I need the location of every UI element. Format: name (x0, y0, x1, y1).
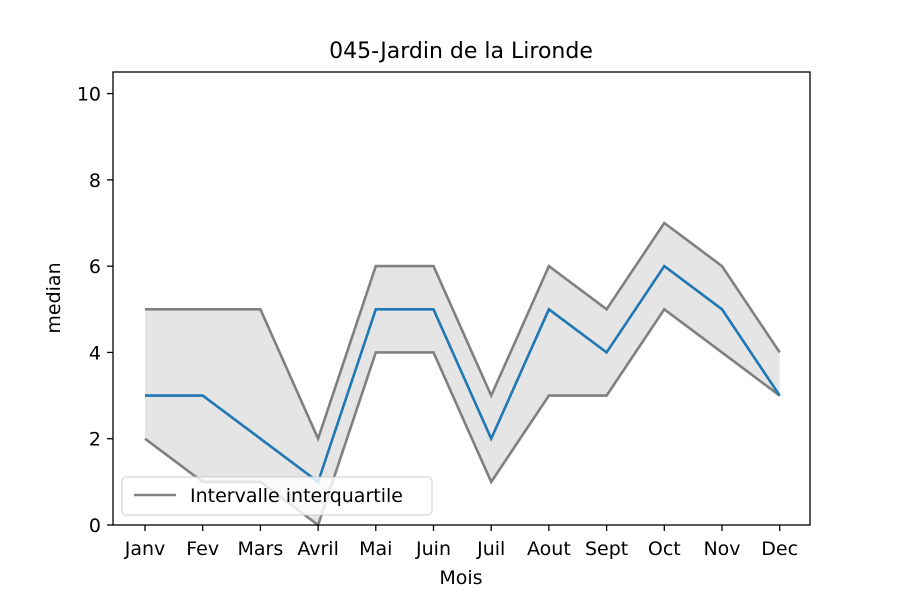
x-tick-label: Juin (415, 538, 451, 560)
y-tick-label: 2 (89, 429, 101, 451)
legend-box (121, 476, 433, 516)
y-axis-label: median (43, 262, 65, 333)
x-tick-label: Janv (124, 538, 166, 560)
x-tick-label: Dec (761, 538, 798, 560)
axes-frame (112, 71, 811, 526)
iqr-upper-line (145, 221, 781, 443)
y-tick-label: 8 (89, 170, 101, 192)
legend-label: Intervalle interquartile (190, 485, 403, 507)
y-tick-label: 4 (89, 342, 101, 364)
y-tick-label: 6 (89, 256, 101, 278)
legend: Intervalle interquartile (121, 476, 433, 516)
chart-title: 045-Jardin de la Lironde (329, 39, 593, 64)
y-tick-label: 10 (77, 84, 101, 106)
x-tick-label: Mai (359, 538, 392, 560)
x-tick-label: Nov (703, 538, 740, 560)
x-tick-label: Aout (527, 538, 571, 560)
x-axis: Janv Fev Mars Avril Mai Juin Juil Aout Sept Oct No… (124, 525, 798, 560)
x-tick-label: Juil (476, 538, 505, 560)
x-tick-label: Oct (648, 538, 681, 560)
y-axis: 0 2 4 6 8 10 (77, 84, 113, 537)
x-tick-label: Avril (297, 538, 339, 560)
x-axis-label: Mois (439, 567, 482, 589)
y-tick-label: 0 (89, 515, 101, 537)
median-line (145, 264, 781, 485)
x-tick-label: Fev (186, 538, 219, 560)
x-tick-label: Sept (585, 538, 628, 560)
x-tick-label: Mars (238, 538, 284, 560)
